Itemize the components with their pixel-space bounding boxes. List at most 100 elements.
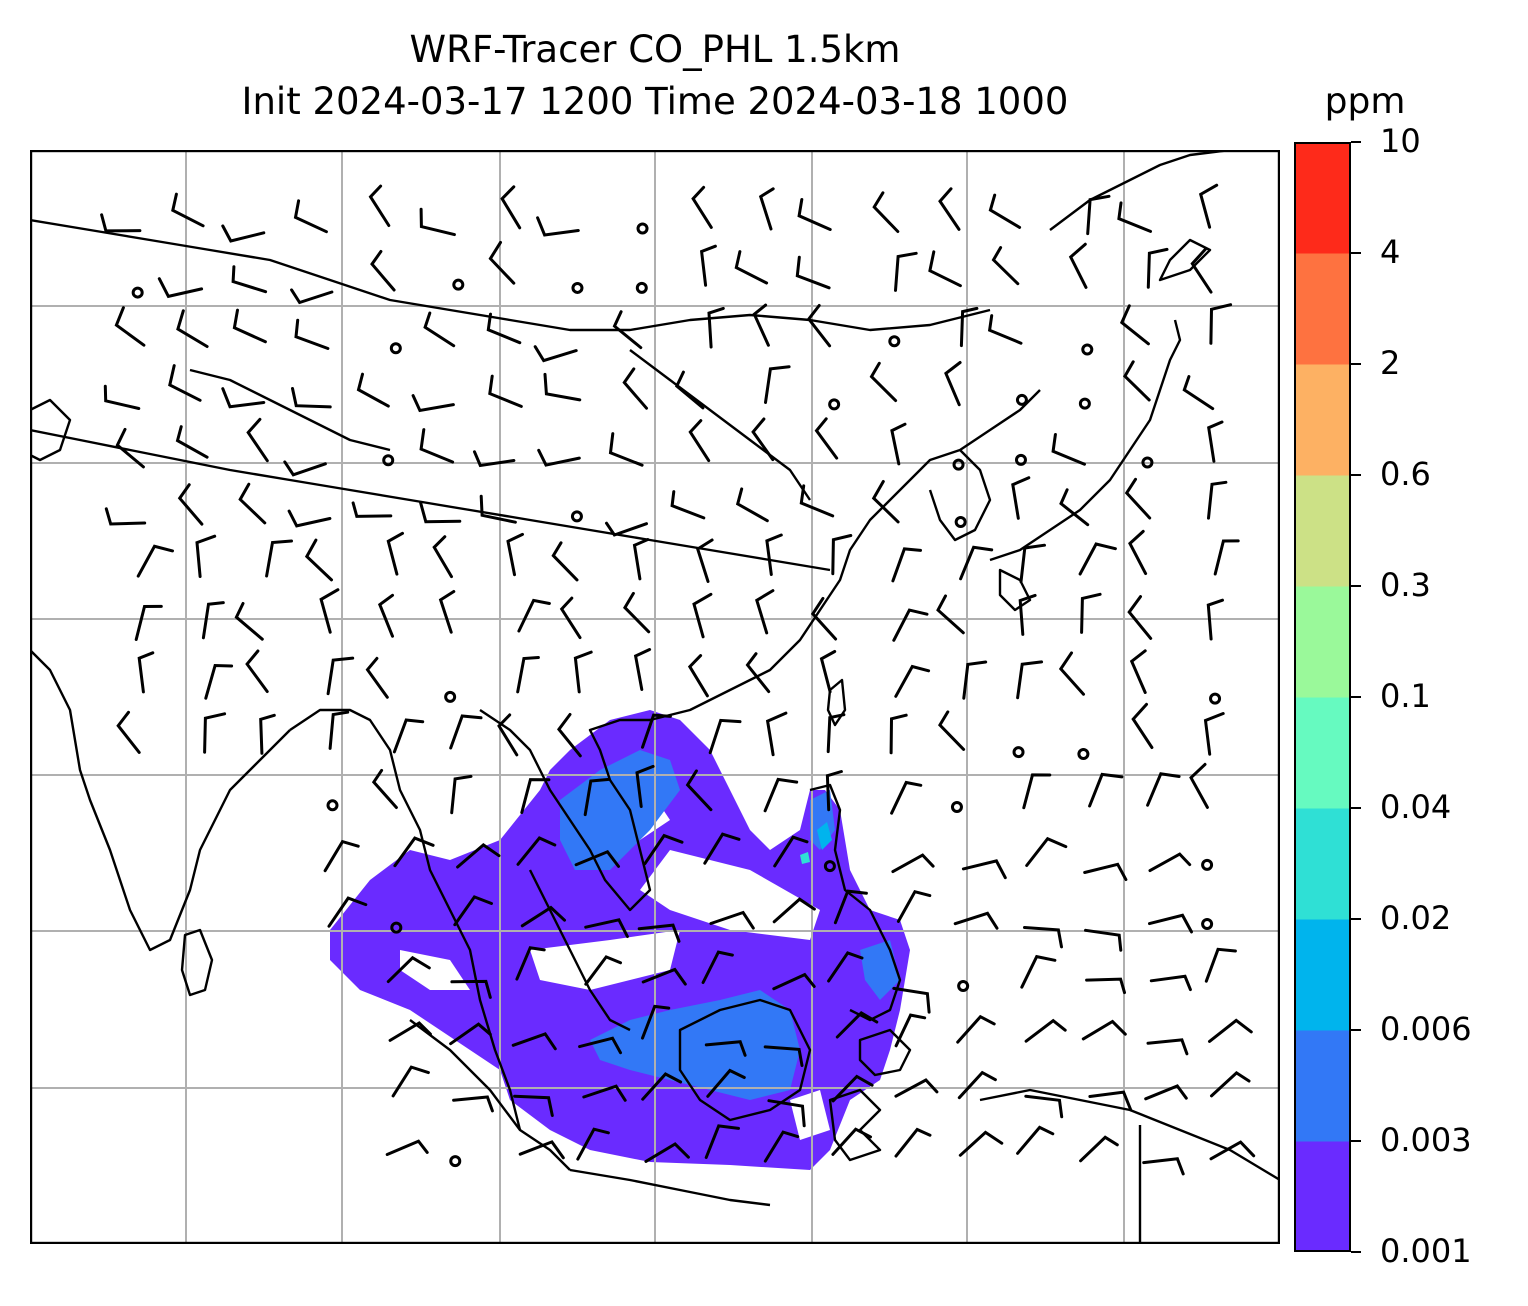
- wind-barb: [1189, 762, 1209, 809]
- sulawesi: [828, 1088, 882, 1162]
- bay-of-bengal-coast: [289, 708, 522, 1131]
- wind-barb: [517, 598, 551, 633]
- wind-barb: [114, 306, 146, 347]
- wind-barb: [583, 777, 611, 817]
- wind-barb: [773, 835, 809, 868]
- wind-barb: [936, 594, 965, 635]
- wind-barb: [486, 312, 522, 345]
- wind-barb: [377, 593, 394, 638]
- calm-marker: [828, 398, 841, 411]
- wind-barb: [265, 539, 293, 578]
- wind-barb: [735, 487, 769, 523]
- wind-barb: [356, 372, 390, 408]
- calm-marker: [635, 281, 648, 294]
- wind-barb: [763, 1045, 804, 1067]
- wind-barb: [833, 889, 868, 925]
- wind-barb: [641, 1004, 671, 1040]
- wind-barb: [688, 419, 711, 463]
- wind-barb: [103, 384, 141, 410]
- wind-barb: [1117, 201, 1152, 233]
- wind-barb: [751, 417, 775, 462]
- wind-barb: [195, 534, 217, 578]
- wind-barb: [175, 425, 209, 459]
- wind-barb: [938, 710, 966, 751]
- wind-barb: [827, 951, 864, 983]
- wind-barbs: [100, 183, 1256, 1176]
- wind-barb: [826, 713, 846, 754]
- wind-barb: [283, 460, 327, 477]
- wind-barb: [1020, 954, 1057, 989]
- wind-barb: [1016, 660, 1044, 700]
- wind-barb: [392, 718, 425, 754]
- wind-barb: [1124, 477, 1152, 520]
- colorbar-tick-label: 10: [1380, 122, 1421, 160]
- wind-barb: [304, 538, 333, 582]
- wind-barb: [1146, 772, 1181, 807]
- wind-barb: [685, 769, 713, 812]
- wind-barb: [1084, 928, 1123, 952]
- calm-marker: [326, 799, 339, 812]
- borneo: [678, 998, 812, 1122]
- wind-barb: [957, 1070, 997, 1100]
- calm-marker: [1012, 746, 1025, 759]
- calm-marker: [1201, 858, 1214, 871]
- wind-barb: [1129, 649, 1147, 694]
- wind-barb: [1018, 593, 1037, 636]
- wind-barb: [1149, 974, 1192, 992]
- colorbar-tick: [1351, 696, 1361, 698]
- wind-barb: [238, 482, 267, 525]
- wind-barb: [291, 387, 332, 409]
- wind-barb: [537, 448, 581, 467]
- wind-barb: [641, 1072, 683, 1101]
- wind-barb: [894, 1013, 927, 1048]
- wind-barb: [892, 986, 931, 1014]
- wind-barb: [734, 250, 769, 285]
- wind-barb: [835, 1011, 879, 1039]
- wind-barb: [488, 240, 516, 285]
- wind-barb: [635, 764, 655, 808]
- philippines-mindanao: [858, 1028, 912, 1077]
- wind-barb: [745, 652, 771, 694]
- wind-barb: [765, 711, 788, 757]
- calm-marker: [389, 342, 402, 355]
- calm-marker: [1015, 393, 1028, 406]
- wind-barb: [961, 859, 1007, 880]
- wind-barb: [479, 494, 517, 524]
- wind-barb: [622, 367, 648, 410]
- wind-barb: [831, 1127, 872, 1156]
- calm-marker: [888, 335, 901, 348]
- colorbar-tick: [1351, 363, 1361, 365]
- wind-barb: [814, 417, 839, 460]
- wind-barb: [453, 895, 493, 927]
- colorbar-outline: [1294, 142, 1351, 1252]
- map-title-line-1: WRF-Tracer CO_PHL 1.5km: [409, 28, 901, 71]
- wind-barb: [1081, 1019, 1127, 1041]
- calm-marker: [131, 286, 144, 299]
- wind-barb: [772, 897, 816, 924]
- wind-barb: [1079, 1135, 1119, 1163]
- wind-barb: [573, 650, 593, 694]
- wind-barb: [956, 1014, 996, 1044]
- calm-marker: [449, 1155, 462, 1168]
- wind-barb: [584, 955, 622, 986]
- colorbar-swatch: [1294, 364, 1351, 476]
- wind-barb: [752, 303, 770, 347]
- wind-barb: [891, 547, 922, 583]
- wind-barb: [1204, 947, 1237, 983]
- wind-barb: [391, 1065, 430, 1098]
- wind-barb: [327, 896, 368, 928]
- malay-peninsula: [528, 869, 631, 1032]
- wind-barb: [1206, 598, 1224, 641]
- colorbar-tick: [1351, 1251, 1361, 1253]
- colorbar-tick: [1351, 252, 1361, 254]
- wind-barb: [703, 832, 741, 865]
- wind-barb: [612, 310, 643, 350]
- wind-barb: [633, 648, 652, 691]
- colorbar-tick-label: 0.1: [1380, 677, 1431, 715]
- colorbar-tick: [1351, 918, 1361, 920]
- wind-barb: [641, 713, 672, 749]
- wind-barb: [1088, 772, 1124, 808]
- wind-barb: [419, 428, 455, 464]
- wind-barb: [1024, 1018, 1067, 1043]
- wind-barb: [1209, 1140, 1256, 1161]
